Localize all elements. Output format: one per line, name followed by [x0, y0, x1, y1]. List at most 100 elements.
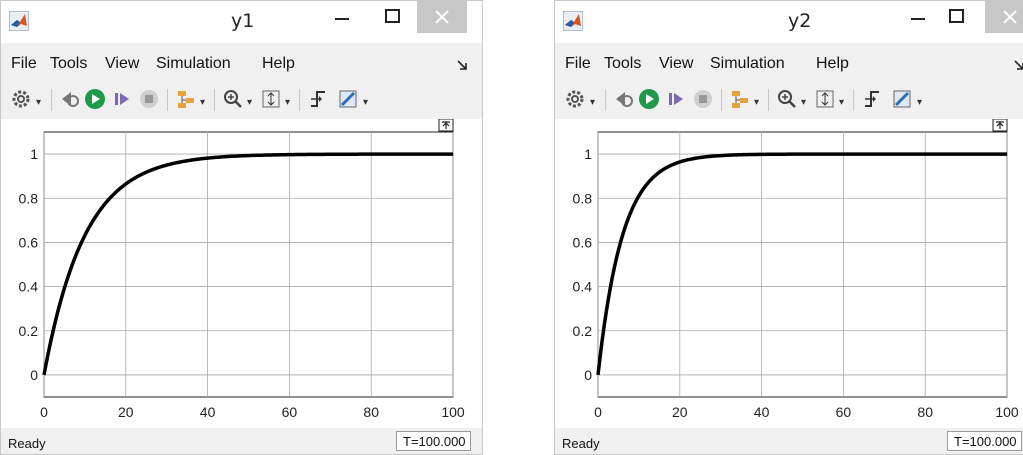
undock-axes-icon[interactable] — [439, 119, 453, 131]
autoscale-icon[interactable] — [260, 88, 282, 110]
settings-gear-icon[interactable] — [10, 88, 32, 110]
menu-file[interactable]: File — [565, 55, 591, 73]
axes-box — [44, 132, 453, 397]
status-text: Ready — [562, 436, 600, 451]
x-tick-label: 0 — [40, 404, 48, 420]
plot-area: 0 20 40 60 80 100 0 0.2 0.4 0.6 0.8 1 — [1, 119, 482, 428]
dock-arrow-icon[interactable] — [456, 59, 468, 71]
y-tick-label: 1 — [584, 146, 592, 162]
y-tick-label: 0.8 — [19, 190, 39, 206]
zoom-in-icon[interactable] — [222, 88, 244, 110]
chevron-down-icon[interactable]: ▾ — [363, 97, 368, 108]
toolbar: ▾ ▾ ▾ ▾ ▾ — [555, 85, 1023, 115]
stop-icon[interactable] — [692, 88, 714, 110]
chevron-down-icon[interactable]: ▾ — [247, 97, 252, 108]
minimize-button[interactable] — [319, 1, 365, 33]
chevron-down-icon[interactable]: ▾ — [754, 97, 759, 108]
maximize-button[interactable] — [933, 1, 979, 33]
step-back-icon[interactable] — [58, 88, 80, 110]
x-tick-label: 100 — [441, 404, 465, 420]
y-tick-label: 0 — [584, 367, 592, 383]
settings-gear-icon[interactable] — [564, 88, 586, 110]
toolbar-separator — [721, 89, 722, 111]
chevron-down-icon[interactable]: ▾ — [590, 97, 595, 108]
y-tick-label: 0.2 — [19, 323, 39, 339]
y-tick-label: 0.6 — [573, 234, 593, 250]
toolbar: ▾ ▾ ▾ ▾ ▾ — [1, 85, 482, 115]
undock-axes-icon[interactable] — [993, 119, 1007, 131]
time-display: T=100.000 — [947, 431, 1022, 451]
chevron-down-icon[interactable]: ▾ — [200, 97, 205, 108]
y-tick-label: 0.2 — [573, 323, 593, 339]
maximize-icon — [369, 1, 415, 33]
maximize-button[interactable] — [369, 1, 415, 33]
scope-plot[interactable]: 0 20 40 60 80 100 0 0.2 0.4 0.6 0.8 1 — [555, 119, 1023, 428]
plot-area: 0 20 40 60 80 100 0 0.2 0.4 0.6 0.8 1 — [555, 119, 1023, 428]
matlab-logo-icon — [9, 11, 29, 31]
x-tick-label: 60 — [836, 404, 852, 420]
zoom-in-icon[interactable] — [776, 88, 798, 110]
x-tick-label: 80 — [363, 404, 379, 420]
step-back-icon[interactable] — [612, 88, 634, 110]
window-title: y2 — [788, 10, 811, 32]
menu-help[interactable]: Help — [262, 55, 295, 73]
menu-simulation[interactable]: Simulation — [710, 55, 785, 73]
step-forward-icon[interactable] — [665, 88, 687, 110]
scope-window-y1: y1 File Tools View Simulation Help ▾ ▾ ▾ — [0, 0, 483, 455]
x-tick-label: 80 — [917, 404, 933, 420]
x-tick-label: 100 — [995, 404, 1019, 420]
signal-hierarchy-icon[interactable] — [175, 88, 197, 110]
toolbar-separator — [299, 89, 300, 111]
close-icon — [985, 1, 1023, 33]
menu-bar: File Tools View Simulation Help — [1, 51, 482, 77]
menu-tools[interactable]: Tools — [604, 55, 641, 73]
chevron-down-icon[interactable]: ▾ — [917, 97, 922, 108]
toolbar-separator — [853, 89, 854, 111]
close-button[interactable] — [985, 1, 1023, 33]
chevron-down-icon[interactable]: ▾ — [801, 97, 806, 108]
y-tick-label: 0.4 — [19, 279, 39, 295]
run-play-icon[interactable] — [84, 88, 106, 110]
menu-file[interactable]: File — [11, 55, 37, 73]
chevron-down-icon[interactable]: ▾ — [285, 97, 290, 108]
title-bar[interactable]: y2 — [555, 1, 1023, 43]
toolbar-separator — [605, 89, 606, 111]
stop-icon[interactable] — [138, 88, 160, 110]
step-forward-icon[interactable] — [111, 88, 133, 110]
triggers-icon[interactable] — [307, 88, 329, 110]
signal-hierarchy-icon[interactable] — [729, 88, 751, 110]
y-tick-label: 0.4 — [573, 279, 593, 295]
measurements-ruler-icon[interactable] — [891, 88, 913, 110]
status-text: Ready — [8, 436, 46, 451]
menu-view[interactable]: View — [105, 55, 139, 73]
x-tick-label: 0 — [594, 404, 602, 420]
y-tick-label: 0 — [30, 367, 38, 383]
y-tick-label: 1 — [30, 146, 38, 162]
measurements-ruler-icon[interactable] — [337, 88, 359, 110]
y-tick-label: 0.6 — [19, 234, 39, 250]
minimize-icon — [319, 1, 365, 33]
menu-simulation[interactable]: Simulation — [156, 55, 231, 73]
chevron-down-icon[interactable]: ▾ — [36, 97, 41, 108]
dock-arrow-icon[interactable] — [1013, 59, 1023, 71]
status-bar: Ready T=100.000 — [1, 428, 482, 455]
title-bar[interactable]: y1 — [1, 1, 482, 43]
x-tick-label: 60 — [282, 404, 298, 420]
x-tick-label: 20 — [118, 404, 134, 420]
autoscale-icon[interactable] — [814, 88, 836, 110]
run-play-icon[interactable] — [638, 88, 660, 110]
menu-tools[interactable]: Tools — [50, 55, 87, 73]
x-tick-label: 40 — [200, 404, 216, 420]
time-display: T=100.000 — [396, 431, 471, 451]
triggers-icon[interactable] — [861, 88, 883, 110]
toolbar-separator — [51, 89, 52, 111]
menu-view[interactable]: View — [659, 55, 693, 73]
close-icon — [417, 1, 467, 33]
chevron-down-icon[interactable]: ▾ — [839, 97, 844, 108]
toolbar-separator — [768, 89, 769, 111]
menu-help[interactable]: Help — [816, 55, 849, 73]
toolbar-separator — [167, 89, 168, 111]
scope-plot[interactable]: 0 20 40 60 80 100 0 0.2 0.4 0.6 0.8 1 — [1, 119, 482, 428]
window-title: y1 — [231, 10, 254, 32]
close-button[interactable] — [417, 1, 467, 33]
